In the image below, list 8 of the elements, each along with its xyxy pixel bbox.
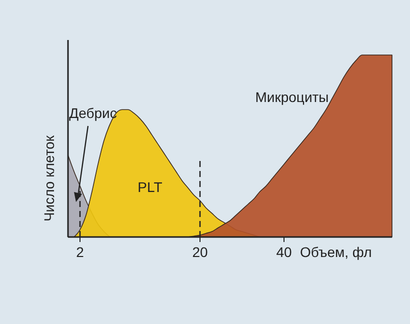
y-axis-title: Число клеток [41,134,57,222]
x-tick-label: 20 [192,244,208,260]
series-label: Микроциты [255,89,329,105]
text: Дебрис [69,105,117,121]
x-tick-label: 40 [276,244,292,260]
x-tick-label: 2 [76,244,84,260]
x-axis-title: Объем, фл [300,244,372,260]
series-label: PLT [138,179,163,195]
